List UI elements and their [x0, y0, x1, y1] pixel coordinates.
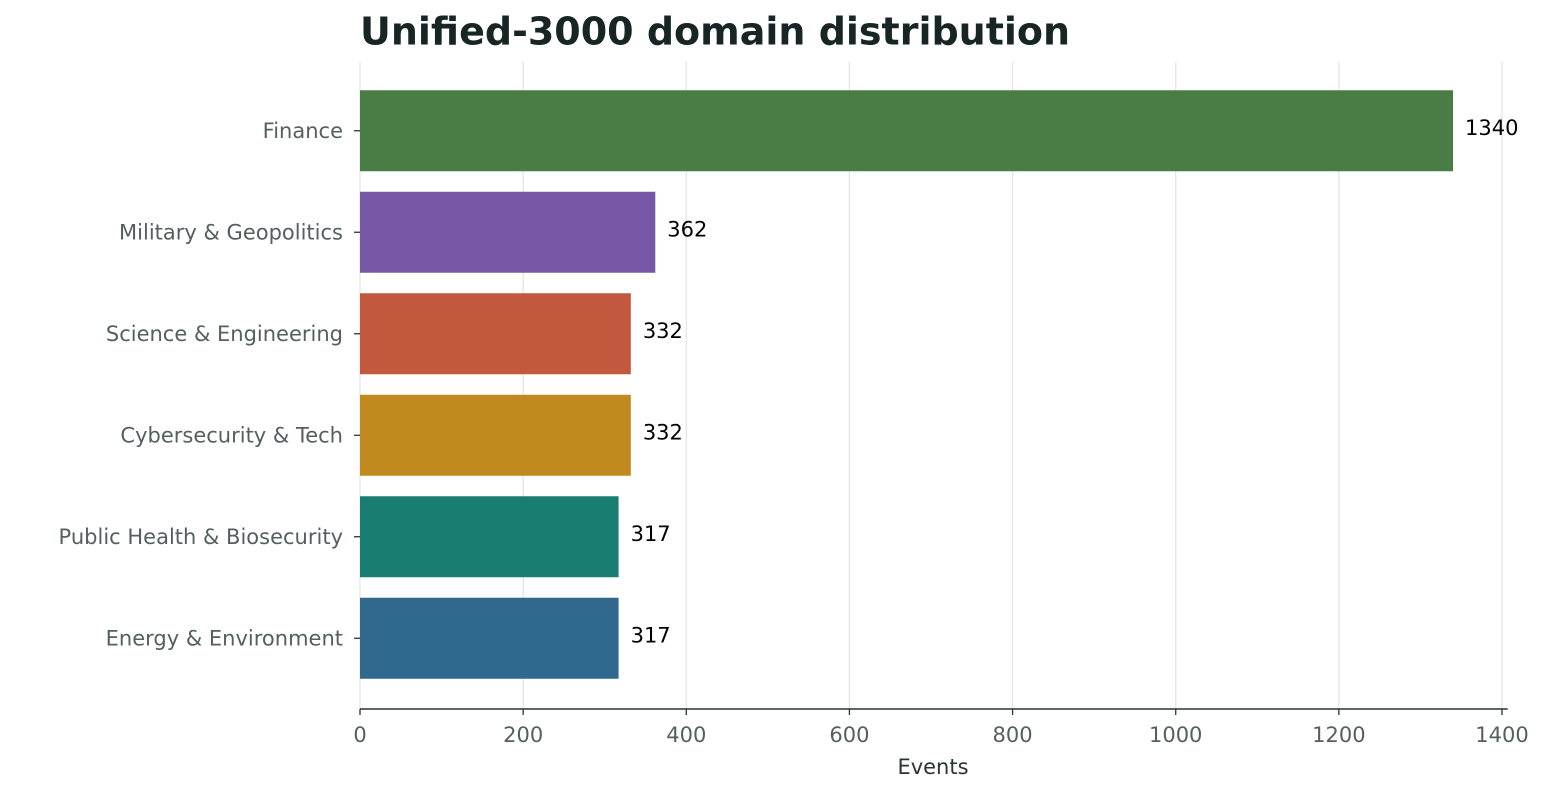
- value-label: 332: [643, 319, 683, 343]
- bar: [360, 191, 656, 273]
- x-tick-label: 800: [993, 723, 1033, 747]
- x-tick-label: 1400: [1475, 723, 1528, 747]
- y-tick-label: Military & Geopolitics: [119, 220, 343, 244]
- value-label: 317: [631, 522, 671, 546]
- bar: [360, 394, 631, 476]
- x-tick-label: 200: [503, 723, 543, 747]
- x-tick-label: 1000: [1149, 723, 1202, 747]
- y-tick-label: Cybersecurity & Tech: [120, 423, 343, 447]
- y-tick-label: Finance: [263, 119, 343, 143]
- y-tick-label: Energy & Environment: [106, 626, 343, 650]
- bar: [360, 597, 619, 679]
- y-tick-label: Science & Engineering: [106, 322, 343, 346]
- value-label: 1340: [1465, 116, 1518, 140]
- value-label: 332: [643, 420, 683, 444]
- bar: [360, 90, 1454, 172]
- x-tick-label: 1200: [1312, 723, 1365, 747]
- x-axis-label: Events: [897, 755, 968, 779]
- value-label: 317: [631, 623, 671, 647]
- x-tick-label: 600: [829, 723, 869, 747]
- chart-title: Unified-3000 domain distribution: [360, 10, 1070, 54]
- x-tick-label: 400: [666, 723, 706, 747]
- x-tick-label: 0: [353, 723, 366, 747]
- bar: [360, 293, 631, 375]
- bar: [360, 496, 619, 578]
- y-tick-label: Public Health & Biosecurity: [59, 525, 343, 549]
- value-label: 362: [667, 217, 707, 241]
